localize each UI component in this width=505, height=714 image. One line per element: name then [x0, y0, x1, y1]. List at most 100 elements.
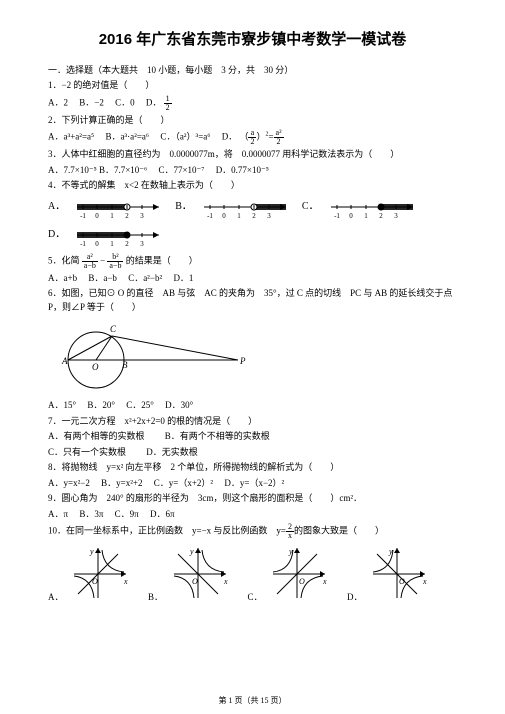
- q6-opts: A．15° B．20° C．25° D．30°: [48, 399, 457, 413]
- svg-text:0: 0: [95, 212, 99, 220]
- q8: 8．将抛物线 y=x² 向左平移 2 个单位，所得抛物线的解析式为（ ）: [48, 461, 457, 475]
- q7-opts2: C．只有一个实数根 D．无实数根: [48, 446, 457, 460]
- q4-D-label: D．: [48, 225, 65, 249]
- svg-text:3: 3: [140, 212, 144, 220]
- q10-D-label: D．: [347, 592, 363, 602]
- svg-text:x: x: [322, 577, 327, 586]
- q10-A-wrap: A． x y O: [48, 544, 130, 603]
- q5-post: 的结果是（ ）: [126, 255, 198, 265]
- svg-text:3: 3: [267, 212, 271, 220]
- q4-A-label: A．: [48, 197, 65, 221]
- numberline-C: -1 0 1 2 3: [329, 197, 419, 221]
- q5: 5．化简 a²a−b − b²a−b 的结果是（ ）: [48, 253, 457, 270]
- section-heading: 一．选择题（本大题共 10 小题，每小题 3 分，共 30 分）: [48, 63, 457, 76]
- q2-C: C．（a²）³=a⁶: [160, 132, 210, 142]
- frac-a22: a²2: [274, 129, 284, 146]
- svg-text:x: x: [223, 577, 228, 586]
- q1-A: A．2: [48, 97, 68, 107]
- svg-text:2: 2: [252, 212, 256, 220]
- q10-post: 的图象大致是（ ）: [294, 526, 384, 536]
- q4: 4．不等式的解集 x<2 在数轴上表示为（ ）: [48, 179, 457, 193]
- q10-D-wrap: D． x y O: [347, 544, 429, 603]
- q8-B: B．y=x²+2: [101, 478, 142, 488]
- q10-C-wrap: C． x y O: [248, 544, 330, 603]
- q6: 6．如图，已知⊙ O 的直径 AB 与弦 AC 的夹角为 35°，过 C 点的切…: [48, 287, 457, 314]
- q9-C: C．9π: [115, 509, 139, 519]
- svg-text:-1: -1: [80, 240, 86, 248]
- q10-A-label: A．: [48, 592, 64, 602]
- svg-text:1: 1: [237, 212, 241, 220]
- svg-text:x: x: [123, 577, 128, 586]
- q6-A: A．15°: [48, 400, 76, 410]
- svg-text:x: x: [422, 577, 427, 586]
- svg-text:1: 1: [364, 212, 368, 220]
- q7-B: B．有两个不相等的实数根: [165, 431, 270, 441]
- svg-text:O: O: [192, 577, 198, 586]
- q3-A: A．7.7×10⁻⁵: [48, 165, 97, 175]
- svg-text:2: 2: [379, 212, 383, 220]
- q8-C: C．y=（x+2）²: [154, 478, 213, 488]
- q3-C: C．77×10⁻⁷: [158, 165, 204, 175]
- svg-text:O: O: [92, 577, 98, 586]
- graph-B: x y O: [170, 544, 230, 600]
- q7-C: C．只有一个实数根: [48, 447, 126, 457]
- q8-A: A．y=x²−2: [48, 478, 90, 488]
- q7: 7．一元二次方程 x²+2x+2=0 的根的情况是（ ）: [48, 415, 457, 429]
- q1: 1．−2 的绝对值是（ ）: [48, 79, 457, 93]
- q10-B-wrap: B． x y O: [148, 544, 230, 603]
- circle-diagram: A B C O P: [48, 316, 248, 396]
- svg-text:3: 3: [140, 240, 144, 248]
- q10-B-label: B．: [148, 592, 163, 602]
- q9-A: A．π: [48, 509, 68, 519]
- q8-D: D．y=（x−2）²: [224, 478, 284, 488]
- q8-opts: A．y=x²−2 B．y=x²+2 C．y=（x+2）² D．y=（x−2）²: [48, 477, 457, 491]
- q2-B: B．a³·a²=a⁶: [105, 132, 149, 142]
- numberline-A: -1 0 1 2 3: [75, 197, 165, 221]
- q6-C: C．25°: [126, 400, 154, 410]
- q10-C-label: C．: [248, 592, 263, 602]
- q1-D: D．: [146, 97, 162, 107]
- q9-opts: A．π B．3π C．9π D．6π: [48, 508, 457, 522]
- q6-B: B．20°: [87, 400, 115, 410]
- q7-A: A．有两个相等的实数根: [48, 431, 145, 441]
- q10-pre: 10．在同一坐标系中，正比例函数 y=−x 与反比例函数 y=: [48, 526, 286, 536]
- q5-D: D．1: [173, 273, 193, 283]
- q1-C: C．0: [115, 97, 135, 107]
- svg-text:3: 3: [394, 212, 398, 220]
- svg-text:O: O: [399, 577, 405, 586]
- svg-text:2: 2: [125, 240, 129, 248]
- svg-text:-1: -1: [80, 212, 86, 220]
- svg-text:y: y: [89, 547, 94, 556]
- svg-text:O: O: [92, 362, 99, 372]
- q7-opts: A．有两个相等的实数根 B．有两个不相等的实数根: [48, 430, 457, 444]
- svg-text:1: 1: [110, 212, 114, 220]
- q9: 9．圆心角为 240° 的扇形的半径为 3cm，则这个扇形的面积是（ ）cm²．: [48, 492, 457, 506]
- q3: 3．人体中红细胞的直径约为 0.0000077m，将 0.0000077 用科学…: [48, 148, 457, 162]
- q9-B: B．3π: [79, 509, 103, 519]
- q10: 10．在同一坐标系中，正比例函数 y=−x 与反比例函数 y=2x的图象大致是（…: [48, 523, 457, 540]
- q4-C-label: C．: [302, 197, 319, 221]
- q5-B: B．a−b: [88, 273, 117, 283]
- svg-text:0: 0: [222, 212, 226, 220]
- q1-opts: A．2 B．−2 C．0 D． 12: [48, 95, 457, 112]
- q5-pre: 5．化简: [48, 255, 80, 265]
- page-footer: 第 1 页（共 15 页）: [0, 695, 505, 706]
- svg-text:1: 1: [110, 240, 114, 248]
- frac-half: 12: [164, 95, 172, 112]
- svg-text:y: y: [189, 547, 194, 556]
- numberline-B: -1 0 1 2 3: [202, 197, 292, 221]
- graph-A: x y O: [70, 544, 130, 600]
- frac-2x: 2x: [286, 523, 294, 540]
- q1-B: B．−2: [79, 97, 104, 107]
- q3-B: B．7.7×10⁻⁶: [99, 165, 147, 175]
- svg-text:0: 0: [95, 240, 99, 248]
- svg-text:A: A: [61, 356, 68, 366]
- q5-opts: A．a+b B．a−b C．a²−b² D．1: [48, 272, 457, 286]
- svg-text:0: 0: [349, 212, 353, 220]
- q2-A: A．a³+a²=a⁵: [48, 132, 94, 142]
- svg-text:-1: -1: [334, 212, 340, 220]
- q5-A: A．a+b: [48, 273, 77, 283]
- svg-text:-1: -1: [207, 212, 213, 220]
- svg-text:y: y: [388, 547, 393, 556]
- q7-D: D．无实数根: [146, 447, 198, 457]
